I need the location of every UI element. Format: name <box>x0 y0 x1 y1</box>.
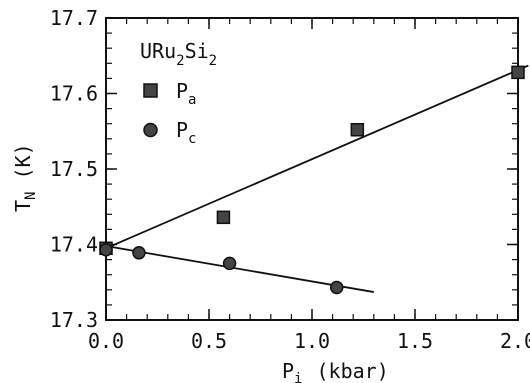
data-point-pa <box>350 122 365 137</box>
data-points <box>99 65 525 295</box>
tick-labels: 0.0 0.5 1.0 1.5 2.0 17.3 17.4 17.5 17.6 17.7 <box>50 6 530 353</box>
x-tick-label: 0.5 <box>191 329 227 353</box>
y-tick-label: 17.4 <box>50 233 98 257</box>
fit-line-series-1 <box>105 245 374 293</box>
legend-label-pa: Pa <box>176 79 196 108</box>
y-axis-label: TN(K) <box>11 143 39 212</box>
ticks <box>105 17 519 321</box>
legend-title: URu2Si2 <box>140 39 217 69</box>
data-point-pc <box>222 256 237 271</box>
plot-frame <box>105 17 519 321</box>
fit-lines <box>105 64 529 293</box>
y-tick-label: 17.3 <box>50 308 98 332</box>
legend-marker-circle <box>143 122 158 138</box>
data-point-pc <box>132 246 146 260</box>
x-axis-label: Pi (kbar) <box>282 359 389 383</box>
legend: URu2Si2 Pa Pc <box>140 39 217 147</box>
legend-marker-square <box>143 83 158 98</box>
fit-line-series-0 <box>105 64 529 250</box>
data-point-pa <box>511 65 525 80</box>
x-tick-label: 2.0 <box>500 329 530 353</box>
data-point-pc <box>99 243 113 257</box>
x-tick-label: 1.0 <box>294 329 330 353</box>
y-tick-label: 17.5 <box>50 157 98 181</box>
data-point-pc <box>329 280 344 295</box>
y-tick-label: 17.7 <box>50 6 98 30</box>
y-tick-label: 17.6 <box>50 82 98 106</box>
data-point-pa <box>216 210 231 225</box>
legend-label-pc: Pc <box>176 118 196 147</box>
x-tick-label: 0.0 <box>88 329 124 353</box>
x-tick-label: 1.5 <box>397 329 433 353</box>
